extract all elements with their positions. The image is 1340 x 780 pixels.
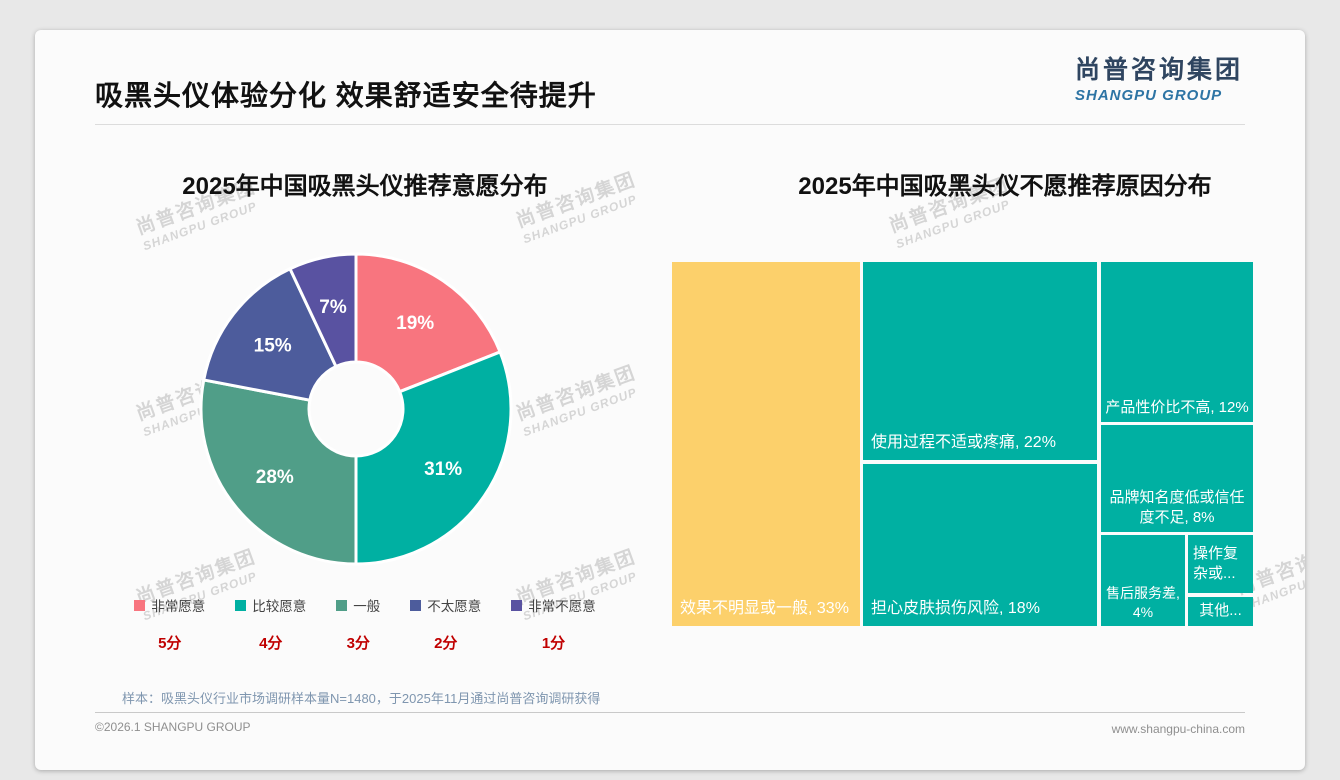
treemap-cell-label: 产品性价比不高, 12% xyxy=(1105,398,1249,416)
legend-label: 非常愿意 xyxy=(151,599,206,614)
treemap-cell-label: 效果不明显或一般, 33% xyxy=(680,600,849,618)
treemap-cell[interactable]: 效果不明显或一般, 33% xyxy=(672,262,860,626)
treemap-cell[interactable]: 担心皮肤损伤风险, 18% xyxy=(863,464,1097,626)
legend-score: 5分 xyxy=(158,635,182,652)
legend-score: 4分 xyxy=(259,635,283,652)
legend-marker xyxy=(410,599,422,611)
legend-marker xyxy=(511,599,523,611)
pie-value-label: 28% xyxy=(256,467,294,488)
pie-chart-title: 2025年中国吸黑头仪推荐意愿分布 xyxy=(182,173,548,200)
treemap-cell-label: 其他... xyxy=(1199,602,1242,620)
legend-score: 3分 xyxy=(346,635,370,652)
company-logo: 尚普咨询集团 SHANGPU GROUP xyxy=(1075,50,1243,104)
slide-title: 吸黑头仪体验分化 效果舒适安全待提升 xyxy=(95,80,597,111)
legend-label: 一般 xyxy=(353,599,381,614)
treemap-cell[interactable]: 品牌知名度低或信任度不足, 8% xyxy=(1101,425,1253,532)
treemap-cell-label: 品牌知名度低或信任度不足, 8% xyxy=(1109,488,1245,526)
pie-value-label: 7% xyxy=(319,297,347,318)
logo-text-cn: 尚普咨询集团 xyxy=(1074,56,1243,84)
legend-label: 不太愿意 xyxy=(427,599,482,614)
footer-divider xyxy=(95,712,1245,713)
pie-value-label: 19% xyxy=(396,313,434,334)
pie-value-label: 31% xyxy=(424,459,462,480)
legend-item[interactable]: 一般 3分 xyxy=(336,595,380,653)
treemap-cell[interactable]: 其他... xyxy=(1188,597,1253,626)
treemap-cell-label: 使用过程不适或疼痛, 22% xyxy=(871,434,1056,452)
treemap-cell-label: 担心皮肤损伤风险, 18% xyxy=(871,600,1040,618)
treemap-cell[interactable]: 售后服务差, 4% xyxy=(1101,535,1185,626)
treemap-cell[interactable]: 产品性价比不高, 12% xyxy=(1101,262,1253,422)
legend-item[interactable]: 非常不愿意 1分 xyxy=(511,595,596,653)
legend-marker xyxy=(336,599,348,611)
pie-slice[interactable] xyxy=(202,267,338,402)
pie-slice[interactable] xyxy=(354,252,502,394)
legend-label: 非常不愿意 xyxy=(528,599,596,614)
title-divider xyxy=(95,124,1245,125)
sample-note: 样本：吸黑头仪行业市场调研样本量N=1480，于2025年11月通过尚普咨询调研… xyxy=(122,691,601,706)
pie-slice[interactable] xyxy=(354,350,513,566)
pie-slice[interactable] xyxy=(199,378,358,566)
treemap-cell-label: 售后服务差, 4% xyxy=(1106,585,1180,621)
footer-website: www.shangpu-china.com xyxy=(1111,722,1245,736)
treemap-cell-label: 操作复杂或... xyxy=(1193,544,1239,582)
treemap-chart-title: 2025年中国吸黑头仪不愿推荐原因分布 xyxy=(798,173,1212,200)
legend-score: 1分 xyxy=(541,635,566,652)
legend-marker xyxy=(134,599,146,611)
legend-item[interactable]: 非常愿意 5分 xyxy=(134,595,205,653)
pie-legend: 非常愿意 5分 比较愿意 4分 一般 3分 不太愿意 2分 非常不愿意 1分 xyxy=(45,595,685,653)
donut-chart: 19% 31% 28% 15% 7% xyxy=(199,252,513,566)
legend-label: 比较愿意 xyxy=(252,599,307,614)
legend-marker xyxy=(235,599,247,611)
legend-item[interactable]: 比较愿意 4分 xyxy=(235,595,306,653)
treemap-cell[interactable]: 操作复杂或... xyxy=(1188,535,1253,593)
legend-item[interactable]: 不太愿意 2分 xyxy=(410,595,481,653)
pie-value-label: 15% xyxy=(254,335,292,356)
legend-score: 2分 xyxy=(434,635,458,652)
footer-copyright: ©2026.1 SHANGPU GROUP xyxy=(95,720,251,734)
pie-slice[interactable] xyxy=(288,252,358,368)
logo-text-en: SHANGPU GROUP xyxy=(1074,87,1223,104)
treemap-cell[interactable]: 使用过程不适或疼痛, 22% xyxy=(863,262,1097,460)
treemap-chart: 效果不明显或一般, 33% 使用过程不适或疼痛, 22% 担心皮肤损伤风险, 18%… xyxy=(672,262,1255,626)
